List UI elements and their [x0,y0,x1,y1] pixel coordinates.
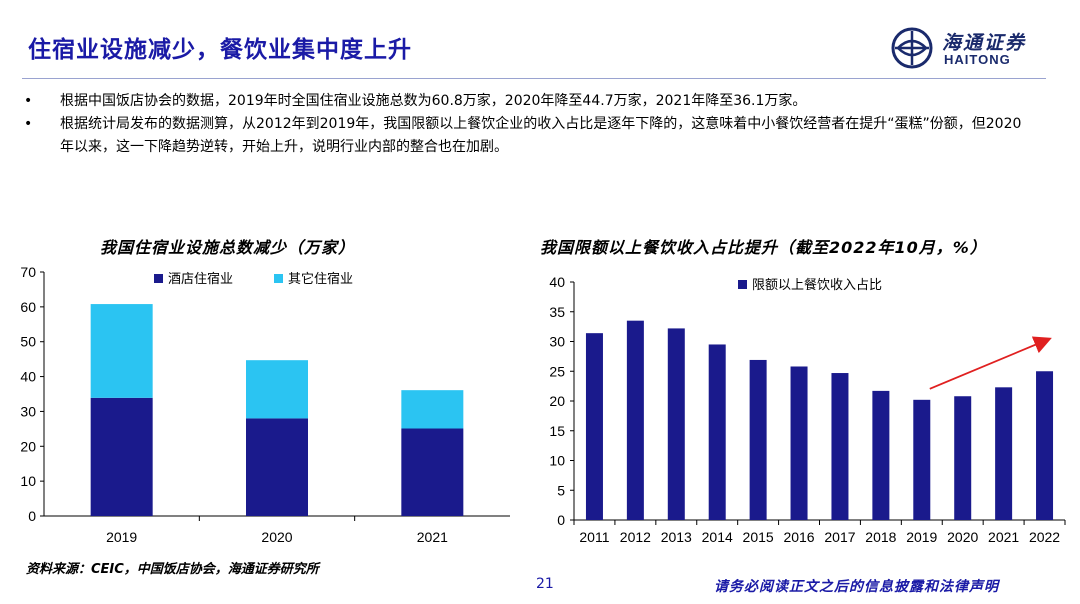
legend-label: 限额以上餐饮收入占比 [752,277,882,292]
bar-segment [90,304,153,398]
x-tick-label: 2015 [743,529,774,545]
company-logo: 海通证券 HAITONG [890,26,1050,72]
bullet-item: • 根据统计局发布的数据测算，从2012年到2019年，我国限额以上餐饮企业的收… [24,113,1034,159]
x-tick-label: 2019 [106,529,137,545]
legend-swatch [274,274,283,283]
header-divider [22,78,1046,79]
bar-segment [401,428,464,516]
haitong-logo-icon [891,27,933,69]
x-tick-label: 2014 [702,529,733,545]
bullet-text: 根据中国饭店协会的数据，2019年时全国住宿业设施总数为60.8万家，2020年… [60,93,807,109]
bar [790,366,808,520]
logo-english-text: HAITONG [944,52,1011,67]
lodging-stacked-bar-chart: 0 10 20 30 40 50 60 70 2019 2020 2021 酒店住宿业 其它住宿业 [20,264,510,545]
x-tick-label: 2021 [988,529,1019,545]
x-tick-label: 2017 [824,529,855,545]
x-tick-label: 2012 [620,529,651,545]
y-tick-label: 5 [557,482,565,498]
y-tick-label: 30 [549,334,565,350]
y-tick-label: 0 [557,512,565,528]
bullet-text: 根据统计局发布的数据测算，从2012年到2019年，我国限额以上餐饮企业的收入占… [60,116,1022,155]
x-tick-label: 2021 [417,529,448,545]
bar [708,344,726,520]
legend-label: 酒店住宿业 [168,271,233,286]
bullet-marker: • [24,93,33,109]
y-tick-label: 40 [20,369,36,385]
x-tick-label: 2020 [947,529,978,545]
y-tick-label: 10 [549,453,565,469]
chart2-title: 我国限额以上餐饮收入占比提升（截至2022年10月，%） [540,238,987,257]
catering-share-bar-chart: 0 5 10 15 20 25 30 35 40 2011 2012 2013 2014 2015 2016… [549,274,1066,545]
page-title: 住宿业设施减少，餐饮业集中度上升 [28,37,412,63]
y-tick-label: 70 [20,264,36,280]
bar [1036,371,1054,520]
legend-swatch [154,274,163,283]
bar [872,390,890,520]
bar-segment [246,418,308,516]
trend-arrow [929,336,1052,390]
chart1-title: 我国住宿业设施总数减少（万家） [100,238,356,257]
bar [954,396,972,520]
x-tick-label: 2018 [865,529,896,545]
x-tick-label: 2013 [661,529,692,545]
y-tick-label: 20 [20,438,36,454]
y-tick-label: 60 [20,299,36,315]
bullet-marker: • [24,116,33,132]
x-tick-label: 2022 [1029,529,1060,545]
bar-segment [246,360,308,419]
y-tick-label: 25 [549,363,565,379]
y-tick-label: 50 [20,334,36,350]
legend-swatch [738,280,747,289]
logo-chinese-text: 海通证券 [942,32,1027,54]
bar [995,387,1013,520]
bar [831,373,849,520]
x-tick-label: 2016 [783,529,814,545]
bar-segment [90,397,153,516]
y-tick-label: 15 [549,423,565,439]
legend-label: 其它住宿业 [288,271,353,286]
x-tick-label: 2019 [906,529,937,545]
source-note: 资料来源：CEIC，中国饭店协会，海通证券研究所 [26,562,319,577]
y-tick-label: 0 [28,508,36,524]
bar [913,399,931,520]
x-tick-label: 2020 [261,529,292,545]
bar [626,320,644,520]
bullet-item: • 根据中国饭店协会的数据，2019年时全国住宿业设施总数为60.8万家，202… [24,90,1034,113]
y-tick-label: 35 [549,304,565,320]
page-number: 21 [536,576,554,592]
x-tick-label: 2011 [579,529,609,545]
disclaimer-text: 请务必阅读正文之后的信息披露和法律声明 [714,579,999,595]
bar [749,359,767,520]
bar-segment [401,390,464,429]
y-tick-label: 20 [549,393,565,409]
bar [585,333,603,520]
y-tick-label: 40 [549,274,565,290]
y-tick-label: 10 [20,473,36,489]
bar [667,328,685,520]
y-tick-label: 30 [20,403,36,419]
bullet-list: • 根据中国饭店协会的数据，2019年时全国住宿业设施总数为60.8万家，202… [24,90,1034,159]
